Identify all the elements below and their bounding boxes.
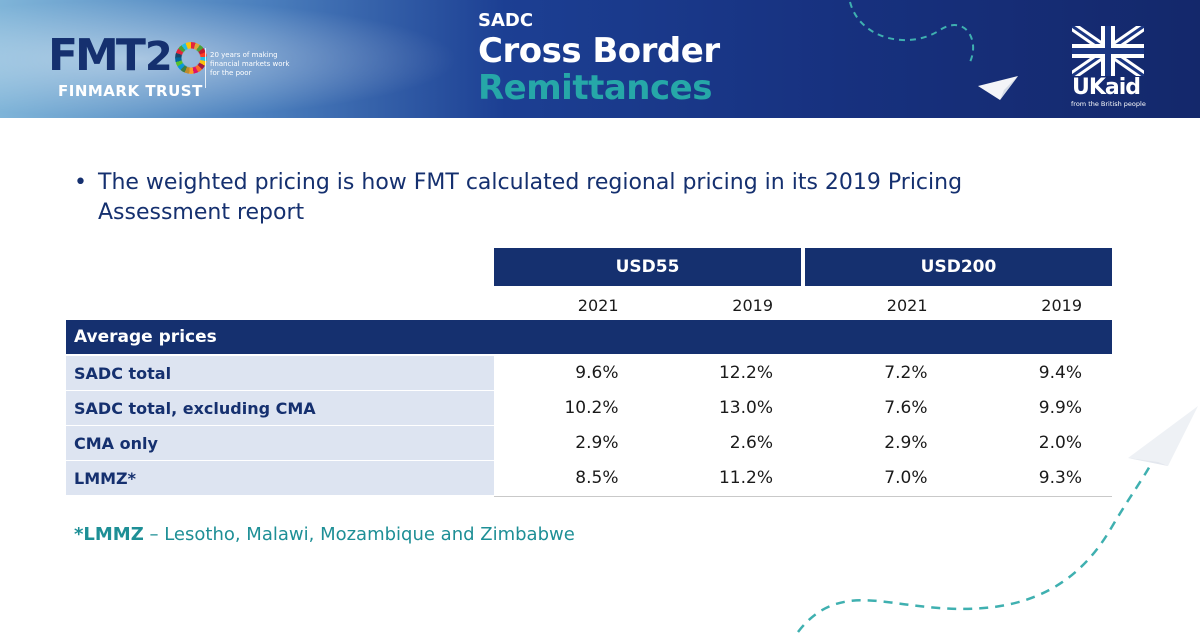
cell-value: 9.3%: [1038, 468, 1082, 488]
fmt20-logo: FMT2: [48, 34, 207, 79]
year-header: 2021: [886, 296, 928, 315]
title-line1: Cross Border: [478, 31, 720, 71]
footnote-term: *LMMZ: [74, 524, 144, 545]
table-row: SADC total, excluding CMA 10.2% 13.0% 7.…: [66, 391, 1112, 426]
bullet-dot-icon: •: [74, 170, 87, 195]
group-header-usd200: USD200: [805, 248, 1112, 286]
cell-value: 9.4%: [1038, 363, 1082, 383]
table-row: SADC total 9.6% 12.2% 7.2% 9.4%: [66, 356, 1112, 391]
logo-word: FMT: [48, 30, 146, 81]
cell-value: 8.5%: [575, 468, 619, 488]
donor-sub: from the British people: [1071, 100, 1146, 108]
footnote: *LMMZ – Lesotho, Malawi, Mozambique and …: [74, 524, 575, 545]
section-header-average-prices: Average prices: [66, 320, 1112, 354]
cell-value: 2.0%: [1038, 433, 1082, 453]
year-header: 2019: [732, 296, 773, 315]
cell-value: 7.6%: [884, 398, 928, 418]
sdg-wheel-icon: [174, 42, 207, 74]
row-label: LMMZ*: [66, 461, 494, 495]
group-header-usd55: USD55: [494, 248, 801, 286]
paper-plane-decoration-icon: [797, 406, 1198, 633]
header-banner: FMT2 FINMARK TRUST 20 years of making fi…: [0, 0, 1200, 118]
donor-word: UKaid: [1072, 75, 1141, 100]
year-header: 2019: [1041, 296, 1082, 315]
cell-value: 2.9%: [884, 433, 928, 453]
row-label: SADC total, excluding CMA: [66, 391, 494, 425]
cell-value: 12.2%: [718, 363, 773, 383]
cell-value: 10.2%: [564, 398, 619, 418]
table-body: SADC total 9.6% 12.2% 7.2% 9.4% SADC tot…: [66, 356, 1112, 496]
title-line2: Remittances: [478, 68, 712, 108]
cell-value: 2.9%: [575, 433, 619, 453]
cell-value: 2.6%: [729, 433, 773, 453]
year-header: 2021: [577, 296, 619, 315]
group-header-row: USD55 USD200: [494, 248, 1112, 286]
logo-two: 2: [144, 34, 173, 80]
row-label: SADC total: [66, 356, 494, 390]
table-bottom-rule: [494, 496, 1112, 497]
cell-value: 9.9%: [1038, 398, 1082, 418]
title-region: SADC: [478, 10, 534, 31]
logo-divider: [205, 48, 206, 88]
year-header-row: 2021 2019 2021 2019: [66, 292, 1112, 320]
slide-title: SADC Cross Border Remittances: [478, 10, 720, 106]
logo-tagline: 20 years of making financial markets wor…: [210, 51, 290, 77]
cell-value: 7.2%: [884, 363, 928, 383]
bullet-text: The weighted pricing is how FMT calculat…: [98, 170, 963, 225]
union-flag-icon: [1072, 26, 1144, 76]
footnote-definition: – Lesotho, Malawi, Mozambique and Zimbab…: [143, 524, 575, 545]
cell-value: 7.0%: [884, 468, 928, 488]
table-row: LMMZ* 8.5% 11.2% 7.0% 9.3%: [66, 461, 1112, 496]
logo-org-name: FINMARK TRUST: [58, 82, 203, 100]
ukaid-logo: UKaid from the British people: [1071, 26, 1146, 108]
bullet-point: • The weighted pricing is how FMT calcul…: [74, 168, 1054, 228]
cell-value: 13.0%: [718, 398, 773, 418]
cell-value: 9.6%: [575, 363, 619, 383]
row-label: CMA only: [66, 426, 494, 460]
cell-value: 11.2%: [718, 468, 773, 488]
paper-plane-trail-icon: [849, 1, 1018, 100]
table-row: CMA only 2.9% 2.6% 2.9% 2.0%: [66, 426, 1112, 461]
